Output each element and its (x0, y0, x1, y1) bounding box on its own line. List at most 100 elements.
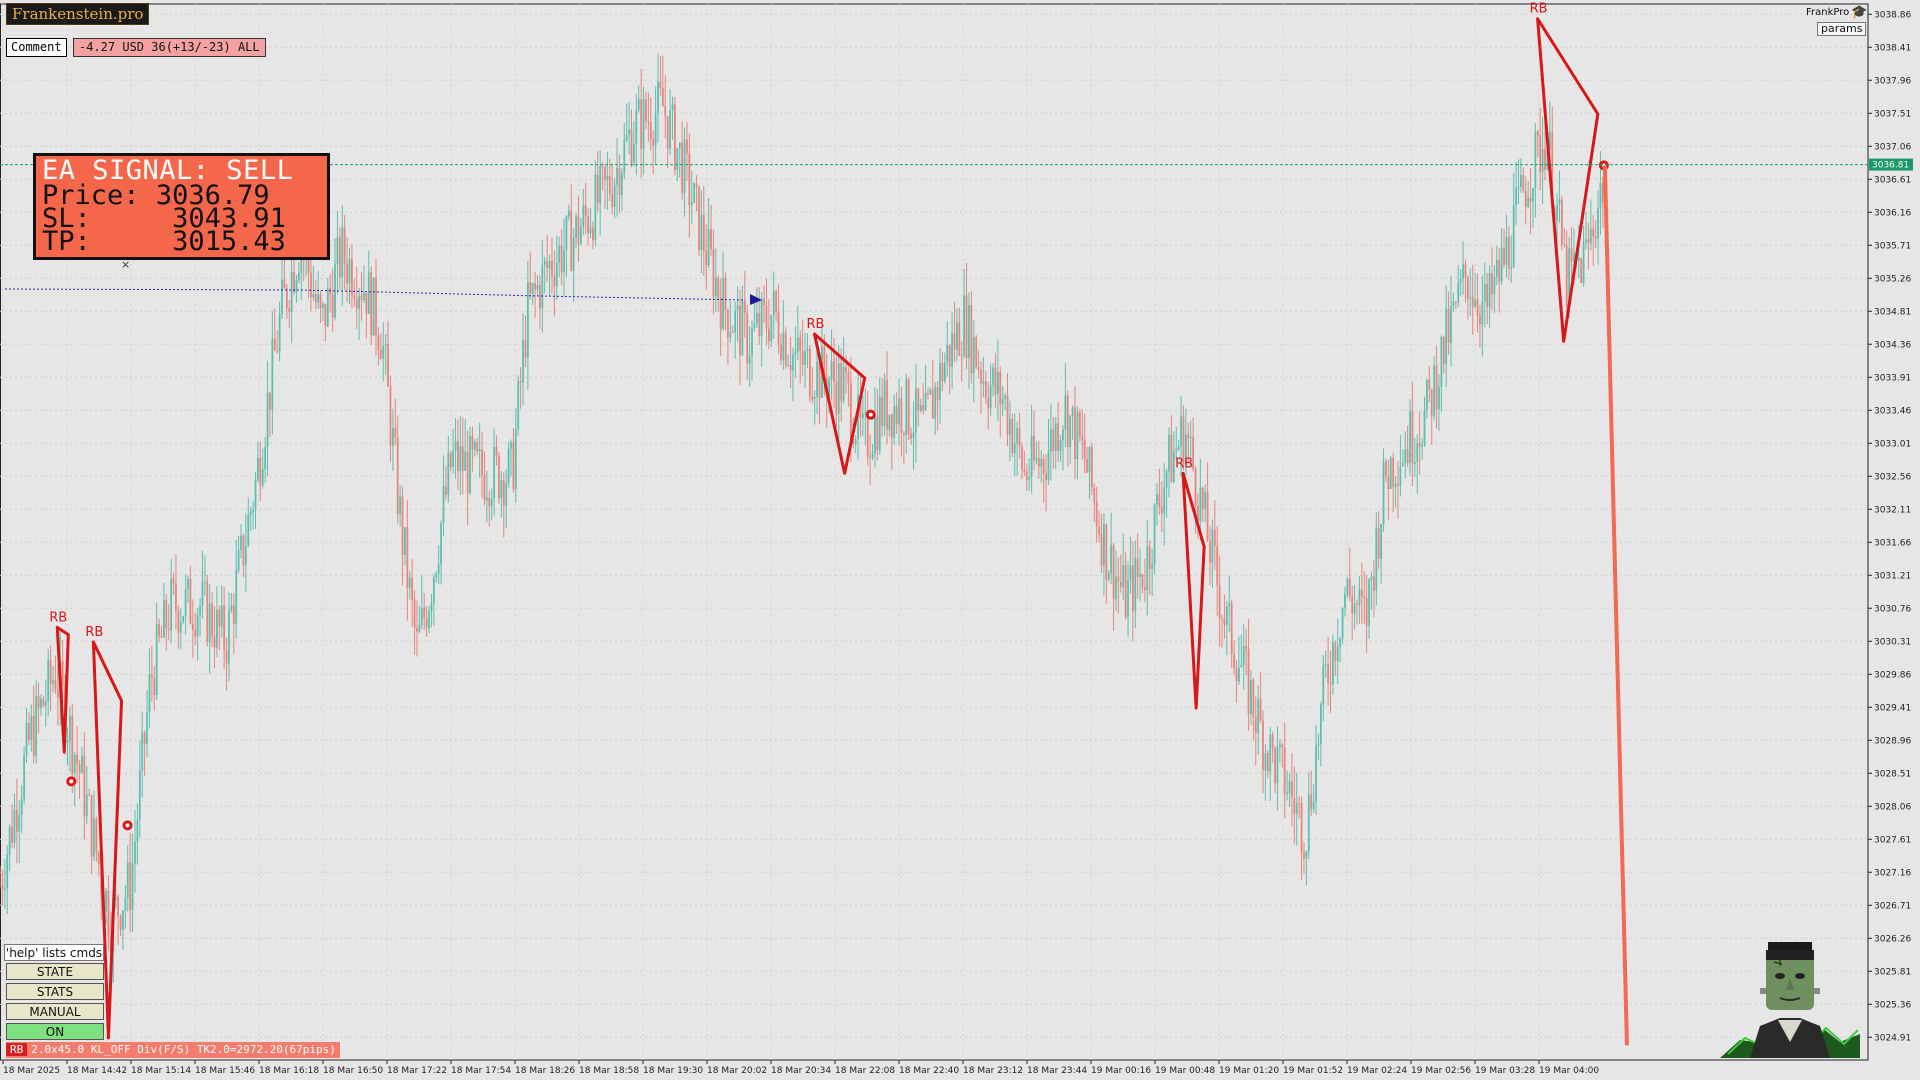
candle-body (348, 259, 351, 284)
candle-body (881, 397, 884, 427)
candle-body (1344, 594, 1346, 608)
candle-body (816, 361, 818, 398)
rb-patterns: RB RB RB RB RB (49, 2, 1609, 1040)
candle-body (13, 809, 16, 843)
candle-body (379, 349, 382, 359)
candle-body (297, 273, 300, 280)
candle-body (1040, 459, 1043, 467)
candle-body (661, 88, 664, 107)
candle-body (584, 205, 587, 217)
params-button[interactable]: params (1817, 22, 1867, 36)
candle-body (1004, 395, 1007, 399)
candle-body (1233, 654, 1235, 668)
candle-body (1037, 458, 1040, 467)
candle-body (1225, 606, 1228, 625)
candle-body (1438, 386, 1440, 410)
candle-body (577, 216, 580, 244)
graduation-cap-icon[interactable]: 🎓 (1851, 5, 1868, 20)
candle-body (982, 381, 985, 384)
candle-body (1069, 416, 1072, 447)
candle-body (138, 770, 141, 820)
candle-body (230, 605, 233, 610)
time-tick-label: 19 Mar 00:16 (1091, 1066, 1151, 1076)
candle-body (770, 315, 773, 342)
candle-body (536, 284, 539, 290)
candle-body (1483, 284, 1486, 302)
state-button[interactable]: STATE (6, 963, 104, 980)
candle-body (1187, 434, 1190, 439)
candle-body (847, 372, 850, 384)
candle-body (1377, 527, 1380, 559)
frankenstein-avatar (1720, 942, 1860, 1058)
candle-body (1413, 461, 1416, 464)
candle-body (1512, 205, 1515, 268)
candle-body (61, 660, 64, 686)
candle-body (1430, 389, 1433, 416)
manual-button[interactable]: MANUAL (6, 1003, 104, 1020)
candle-body (635, 110, 638, 144)
candle-body (977, 367, 980, 370)
candle-body (1288, 781, 1291, 793)
candle-body (134, 841, 136, 864)
candle-body (1030, 435, 1033, 477)
candle-body (329, 288, 332, 295)
candle-body (1303, 852, 1305, 859)
stats-button[interactable]: STATS (6, 983, 104, 1000)
candle-body (172, 578, 175, 584)
price-axis[interactable]: 3038.86 3038.41 3037.96 3037.51 3037.06 3036.… (1868, 10, 1913, 1043)
candle-body (1466, 277, 1469, 299)
candle-body (228, 609, 230, 664)
candle-body (1209, 540, 1211, 563)
candle-body (1476, 299, 1479, 315)
candle-body (117, 896, 120, 917)
candle-body (28, 722, 30, 741)
time-tick-label: 19 Mar 01:52 (1283, 1066, 1343, 1076)
candle-body (338, 237, 341, 278)
candle-body (922, 404, 925, 411)
candle-body (1409, 411, 1411, 464)
candle-body (1601, 182, 1604, 202)
candle-body (1469, 297, 1472, 299)
candle-body (936, 387, 939, 400)
time-axis[interactable]: 18 Mar 2025 18 Mar 14:42 18 Mar 15:14 18 Ma… (2, 1060, 1599, 1076)
candle-body (1291, 781, 1293, 798)
candle-body (1505, 237, 1508, 265)
candle-body (784, 332, 787, 366)
candle-body (408, 577, 411, 589)
candle-body (1119, 581, 1122, 588)
candle-body (1083, 439, 1086, 460)
candle-body (649, 122, 652, 140)
candle-body (727, 310, 729, 338)
candle-body (522, 339, 524, 383)
candle-body (1192, 436, 1195, 469)
on-toggle[interactable]: ON (6, 1023, 104, 1040)
candle-body (968, 305, 970, 359)
candle-body (97, 852, 100, 865)
time-tick-label: 19 Mar 04:00 (1539, 1066, 1599, 1076)
candle-body (126, 862, 129, 898)
candle-body (261, 468, 264, 486)
candle-body (999, 371, 1002, 405)
current-price-tag (1869, 158, 1913, 171)
tp-label: TP: (42, 226, 91, 257)
signal-dot-center (868, 412, 873, 417)
candle-body (452, 450, 455, 467)
candle-body (1259, 699, 1262, 721)
candle-body (211, 603, 214, 637)
candle-body (1050, 429, 1052, 452)
candle-body (18, 815, 21, 832)
candle-body (232, 605, 235, 624)
rb-label: RB (49, 610, 67, 625)
time-tick-label: 18 Mar 16:50 (323, 1066, 383, 1076)
candle-body (748, 355, 751, 364)
candle-body (543, 261, 546, 266)
candle-body (886, 379, 888, 431)
candle-body (1156, 494, 1158, 505)
time-tick-label: 19 Mar 02:24 (1347, 1066, 1407, 1076)
candle-body (1071, 407, 1074, 417)
candle-body (1503, 248, 1505, 265)
candle-body (177, 610, 180, 633)
candle-body (1351, 596, 1354, 614)
candle-body (924, 393, 927, 411)
